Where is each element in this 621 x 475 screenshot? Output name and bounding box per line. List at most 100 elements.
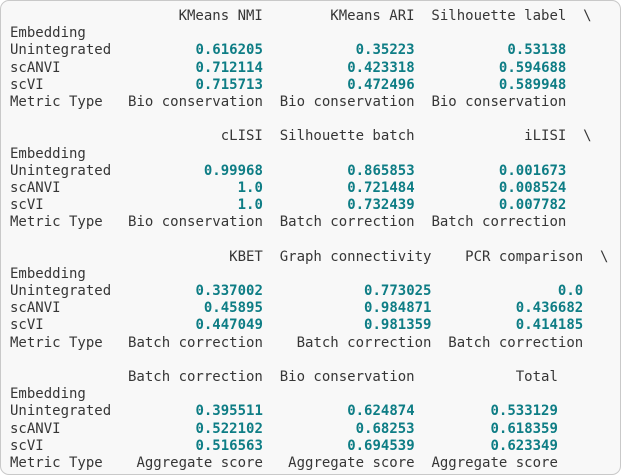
output-text: [111, 317, 195, 333]
output-text: [263, 60, 347, 76]
metric-value: 0.623349: [490, 437, 558, 454]
data-row: scVI 0.715713 0.472496 0.589948: [10, 77, 620, 94]
header-line: KBET Graph connectivity PCR comparison \: [10, 249, 620, 266]
output-text: [263, 317, 364, 333]
metric-value: 0.99968: [203, 162, 263, 179]
row-label: scANVI: [10, 300, 112, 317]
metric-value: 0.45895: [203, 300, 263, 317]
metric-value: 0.715713: [195, 76, 263, 93]
metric-type-row: Metric Type Bio conservation Batch corre…: [10, 214, 620, 231]
output-text: [10, 352, 18, 368]
output-text: [10, 231, 18, 247]
output-text: [415, 60, 499, 76]
row-label: Unintegrated: [10, 283, 112, 299]
index-name: Embedding: [10, 145, 86, 162]
metric-value: 0.981359: [364, 317, 432, 334]
metric-value: 1.0: [237, 197, 263, 214]
metric-value: 0.0: [557, 283, 584, 299]
metric-type-value: Aggregate score: [414, 454, 558, 471]
output-text: [263, 77, 347, 93]
metric-type-row: Metric Type Aggregate score Aggregate sc…: [10, 455, 620, 472]
metric-value: 0.423318: [347, 59, 415, 76]
metric-type-value: Batch correction: [111, 334, 263, 351]
metric-value: 0.732439: [347, 197, 415, 214]
blank-line: [10, 111, 620, 128]
metric-value: 0.773025: [364, 283, 432, 299]
output-text: [111, 421, 195, 437]
metric-value: 0.624874: [347, 403, 415, 420]
output-text: [415, 163, 499, 179]
data-row: scVI 1.0 0.732439 0.007782: [10, 197, 620, 214]
column-headers: cLISI Silhouette batch iLISI \: [10, 128, 592, 145]
metric-value: 0.472496: [347, 76, 415, 93]
data-row: scANVI 0.45895 0.984871 0.436682: [10, 300, 620, 317]
metric-type-value: Bio conservation: [262, 93, 415, 110]
data-row: Unintegrated 0.395511 0.624874 0.533129: [10, 403, 620, 420]
metric-value: 0.594688: [498, 59, 567, 76]
metric-value: 0.712114: [195, 59, 263, 76]
metric-value: 0.68253: [355, 420, 415, 437]
output-text: [111, 163, 204, 179]
metric-value: 0.865853: [347, 162, 415, 179]
metric-value: 0.516563: [195, 437, 263, 454]
output-text: [111, 60, 195, 76]
output-text: [431, 283, 557, 299]
metric-value: 0.436682: [515, 300, 584, 317]
output-text: [415, 180, 499, 196]
data-row: scANVI 0.712114 0.423318 0.594688: [10, 60, 620, 77]
metric-value: 0.721484: [347, 179, 415, 196]
output-text: [415, 197, 499, 213]
metric-type-label: Metric Type: [10, 93, 112, 110]
metric-value: 0.984871: [364, 300, 432, 317]
metric-type-value: Aggregate score: [262, 454, 415, 471]
data-row: Unintegrated 0.337002 0.773025 0.0: [10, 283, 620, 300]
metric-value: 0.395511: [195, 403, 263, 420]
dataframe-text-output: KMeans NMI KMeans ARI Silhouette label \…: [10, 8, 620, 472]
metric-type-value: Bio conservation: [111, 93, 263, 110]
metric-type-label: Metric Type: [10, 454, 112, 471]
column-headers: KBET Graph connectivity PCR comparison \: [10, 248, 609, 265]
metric-value: 0.616205: [195, 42, 263, 59]
metric-type-value: Batch correction: [414, 214, 567, 231]
blank-line: [10, 352, 620, 369]
row-label: Unintegrated: [10, 403, 112, 420]
output-text: [415, 438, 491, 454]
metric-value: 0.53138: [507, 42, 567, 59]
metric-value: 0.35223: [355, 42, 415, 59]
row-label: scVI: [10, 317, 112, 334]
metric-value: 0.007782: [498, 197, 567, 214]
metric-value: 0.001673: [498, 162, 567, 179]
row-label: Unintegrated: [10, 162, 112, 179]
index-name: Embedding: [10, 25, 86, 42]
output-text: [415, 403, 491, 419]
data-row: Unintegrated 0.99968 0.865853 0.001673: [10, 163, 620, 180]
output-text: [111, 197, 237, 213]
metric-type-row: Metric Type Bio conservation Bio conserv…: [10, 94, 620, 111]
index-name-line: Embedding: [10, 386, 620, 403]
metric-value: 0.694539: [347, 437, 415, 454]
metric-value: 0.589948: [498, 76, 567, 93]
metric-type-value: Batch correction: [431, 334, 584, 351]
metric-value: 0.008524: [498, 179, 567, 196]
output-text: [111, 300, 204, 316]
output-text: [111, 438, 195, 454]
row-label: scANVI: [10, 420, 112, 437]
output-text: [263, 163, 347, 179]
metric-type-value: Batch correction: [262, 214, 415, 231]
index-name-line: Embedding: [10, 146, 620, 163]
index-name-line: Embedding: [10, 266, 620, 283]
header-line: Batch correction Bio conservation Total: [10, 369, 620, 386]
metric-type-value: Bio conservation: [414, 93, 567, 110]
index-name: Embedding: [10, 265, 86, 282]
row-label: Unintegrated: [10, 42, 112, 59]
output-text: [415, 42, 508, 58]
output-text: [263, 403, 347, 419]
output-text: [263, 300, 364, 316]
output-text: [263, 438, 347, 454]
output-text: [111, 42, 195, 58]
metric-value: 0.414185: [515, 317, 584, 334]
data-row: scANVI 0.522102 0.68253 0.618359: [10, 421, 620, 438]
output-text: [263, 42, 356, 58]
output-text: [111, 77, 195, 93]
